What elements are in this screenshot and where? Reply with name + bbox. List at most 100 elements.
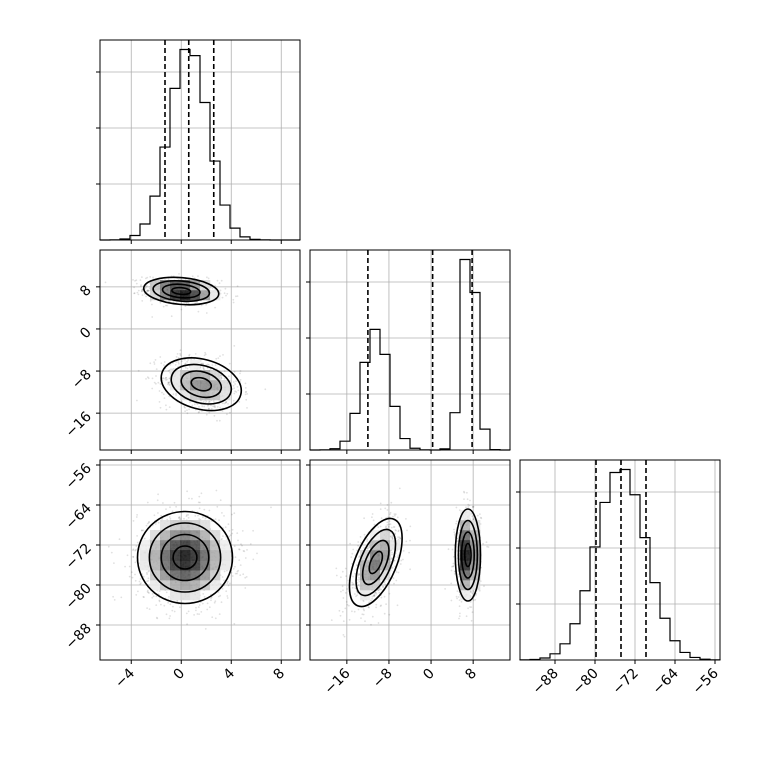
joint-p2-vs-p0-dot — [252, 529, 255, 532]
joint-p2-vs-p0-dot — [238, 548, 241, 550]
joint-p2-vs-p1-dot — [466, 491, 468, 494]
joint-p2-vs-p0-dot — [229, 504, 232, 507]
joint-p2-vs-p1-dot — [479, 513, 481, 515]
joint-p2-vs-p0-density-cell — [210, 550, 221, 561]
joint-p2-vs-p0-dot — [160, 603, 162, 606]
joint-p2-vs-p1-dot — [386, 509, 389, 511]
joint-p2-vs-p0-dot — [233, 622, 236, 625]
joint-p1-vs-p0-dot — [147, 289, 150, 292]
joint-p1-vs-p0-ytick-label-0: −16 — [63, 409, 95, 441]
joint-p2-vs-p0-density-cell — [200, 570, 211, 581]
joint-p2-vs-p1-dot — [390, 557, 393, 559]
joint-p2-vs-p1-dot — [392, 577, 395, 580]
joint-p2-vs-p0-density-cell — [190, 530, 201, 541]
joint-p2-vs-p0-dot — [231, 532, 234, 535]
joint-p2-vs-p1-dot — [351, 610, 353, 613]
joint-p1-vs-p0-dot — [204, 351, 207, 354]
joint-p2-vs-p0-dot — [157, 512, 159, 514]
joint-p2-vs-p1-dot — [359, 541, 362, 544]
joint-p2-vs-p1-dot — [388, 613, 391, 616]
joint-p2-vs-p0-xtick-label-2: 4 — [220, 665, 238, 683]
joint-p2-vs-p1-dot — [409, 539, 411, 542]
hist-p2-xtick-label-1: −80 — [570, 666, 602, 698]
hist-p2-xtick-label-0: −88 — [530, 666, 562, 698]
joint-p2-vs-p1-dot — [380, 517, 383, 520]
joint-p2-vs-p0-dot — [227, 580, 229, 583]
joint-p1-vs-p0-dot — [151, 387, 154, 390]
joint-p2-vs-p0-dot — [142, 529, 145, 532]
joint-p2-vs-p0-density-cell — [220, 550, 231, 561]
joint-p2-vs-p1-dot — [360, 617, 362, 619]
joint-p2-vs-p0-dot — [270, 506, 272, 509]
joint-p2-vs-p0-dot — [148, 520, 151, 523]
joint-p2-vs-p1-dot — [393, 582, 395, 585]
joint-p1-vs-p0-dot — [133, 292, 136, 295]
joint-p1-vs-p0-dot — [147, 289, 150, 292]
joint-p2-vs-p0-dot — [256, 552, 258, 555]
hist-p2-xtick-label-2: −72 — [610, 666, 642, 698]
joint-p2-vs-p0-dot — [221, 538, 223, 540]
joint-p2-vs-p1-dot — [377, 526, 380, 529]
joint-p1-vs-p0-dot — [264, 388, 267, 391]
joint-p1-vs-p0-dot — [244, 391, 247, 393]
joint-p1-vs-p0-dot — [166, 378, 168, 381]
joint-p2-vs-p0-dot — [194, 515, 197, 517]
joint-p2-vs-p0-dot — [171, 609, 174, 612]
joint-p2-vs-p1-density-cell — [360, 560, 371, 571]
joint-p2-vs-p0-dot — [236, 532, 239, 534]
joint-p2-vs-p1-dot — [398, 536, 401, 539]
joint-p2-vs-p1-frame — [309, 459, 511, 661]
joint-p2-vs-p1-contour-c0-l3 — [348, 517, 403, 608]
joint-p2-vs-p1-dot — [354, 572, 356, 575]
joint-p2-vs-p1-dot — [335, 574, 338, 577]
joint-p2-vs-p0-dot — [162, 502, 164, 504]
joint-p1-vs-p0-dot — [233, 345, 236, 347]
joint-p2-vs-p0-dot — [155, 616, 158, 619]
joint-p1-vs-p0-dot — [180, 360, 183, 363]
joint-p2-vs-p0-dot — [147, 521, 150, 524]
joint-p2-vs-p0-dot — [198, 495, 201, 498]
joint-p2-vs-p0-dot — [197, 501, 200, 504]
joint-p2-vs-p1-dot — [368, 546, 370, 548]
joint-p2-vs-p1-dot — [379, 508, 382, 511]
joint-p2-vs-p0-ytick-label-1: −80 — [63, 581, 95, 613]
joint-p1-vs-p0-dot — [171, 368, 174, 371]
joint-p2-vs-p0-dot — [215, 489, 218, 492]
joint-p1-vs-p0-dot — [189, 401, 191, 403]
joint-p2-vs-p0-dot — [236, 572, 238, 575]
joint-p2-vs-p1-dot — [375, 606, 377, 609]
joint-p1-vs-p0-dot — [168, 395, 171, 398]
joint-p2-vs-p0-dot — [138, 580, 141, 583]
joint-p1-vs-p0-dot — [235, 391, 238, 393]
joint-p1-vs-p0-dot — [201, 405, 204, 408]
joint-p2-vs-p1-dot — [358, 580, 361, 583]
joint-p1-vs-p0-dot — [205, 312, 208, 314]
joint-p1-vs-p0-dot — [210, 404, 213, 407]
joint-p1-vs-p0-dot — [239, 379, 242, 381]
joint-p2-vs-p1-dot — [385, 603, 387, 605]
joint-p1-vs-p0-dot — [141, 294, 144, 296]
joint-p2-vs-p1-dot — [394, 529, 397, 531]
joint-p2-vs-p0-dot — [203, 508, 206, 511]
joint-p2-vs-p0-density-cell — [220, 540, 231, 551]
joint-p2-vs-p0-dot — [198, 518, 201, 520]
joint-p1-vs-p0-density-cell — [170, 380, 181, 391]
joint-p1-vs-p0-dot — [151, 377, 154, 380]
joint-p1-vs-p0-dot — [155, 382, 157, 385]
joint-p2-vs-p0-density-cell — [190, 570, 201, 581]
joint-p2-vs-p0-dot — [107, 545, 110, 548]
joint-p1-vs-p0-density-cell — [200, 380, 211, 391]
joint-p2-vs-p0-dot — [210, 597, 212, 600]
joint-p1-vs-p0-dot — [205, 413, 208, 416]
joint-p2-vs-p0-dot — [146, 501, 149, 504]
joint-p1-vs-p0-dot — [169, 300, 171, 302]
joint-p2-vs-p1-dot — [469, 606, 471, 608]
joint-p1-vs-p0-dot — [220, 376, 223, 378]
joint-p2-vs-p1-dot — [346, 588, 348, 590]
joint-p2-vs-p0-dot — [198, 613, 201, 615]
joint-p2-vs-p1-xtick-label-2: 0 — [420, 666, 438, 684]
joint-p1-vs-p0-dot — [167, 382, 170, 385]
joint-p2-vs-p1-dot — [356, 582, 359, 584]
joint-p2-vs-p1-dot — [373, 594, 376, 597]
joint-p2-vs-p1-dot — [355, 595, 357, 598]
